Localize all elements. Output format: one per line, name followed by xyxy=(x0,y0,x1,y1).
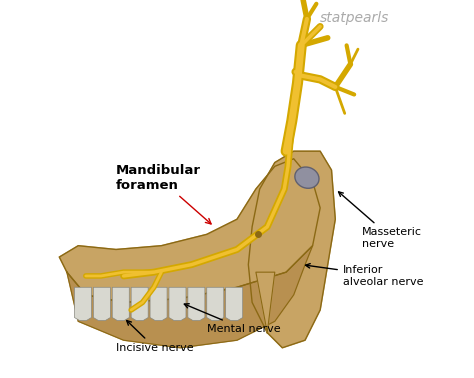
Polygon shape xyxy=(74,287,91,321)
Polygon shape xyxy=(169,287,186,321)
Polygon shape xyxy=(112,287,129,321)
Polygon shape xyxy=(256,272,275,333)
Text: statpearls: statpearls xyxy=(320,11,390,25)
Polygon shape xyxy=(131,287,148,321)
Polygon shape xyxy=(93,287,110,321)
Text: Incisive nerve: Incisive nerve xyxy=(116,321,194,353)
Text: Inferior
alveolar nerve: Inferior alveolar nerve xyxy=(306,263,423,287)
Polygon shape xyxy=(226,287,243,321)
Polygon shape xyxy=(207,287,224,321)
Polygon shape xyxy=(188,287,205,321)
Ellipse shape xyxy=(295,167,319,188)
Text: Mandibular
foramen: Mandibular foramen xyxy=(116,164,211,224)
Polygon shape xyxy=(248,151,335,348)
Polygon shape xyxy=(150,287,167,321)
Polygon shape xyxy=(67,246,312,348)
Text: Mental nerve: Mental nerve xyxy=(184,304,281,334)
Text: Masseteric
nerve: Masseteric nerve xyxy=(338,192,422,249)
Polygon shape xyxy=(59,159,320,302)
